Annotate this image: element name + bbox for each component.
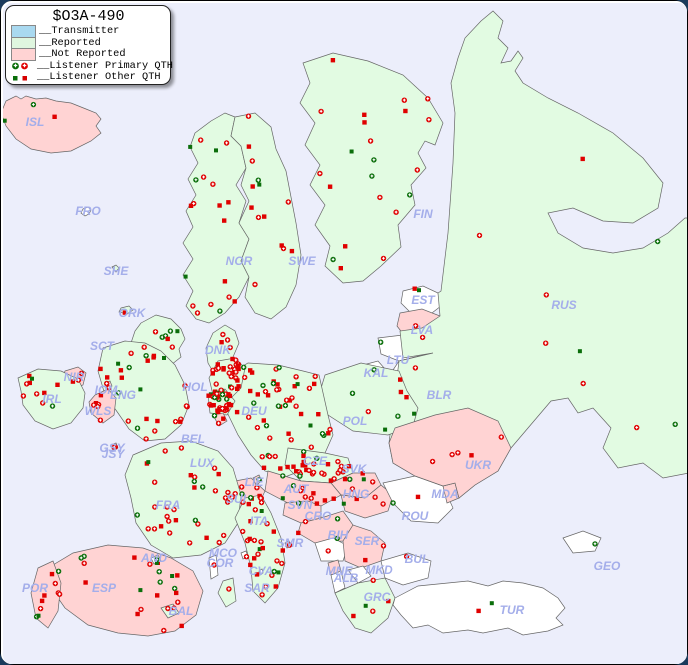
- svg-text:TUR: TUR: [500, 603, 525, 617]
- svg-text:GRC: GRC: [364, 590, 391, 604]
- svg-text:SHE: SHE: [104, 264, 130, 278]
- svg-text:NIR: NIR: [64, 370, 85, 384]
- svg-text:ITA: ITA: [250, 514, 268, 528]
- svg-text:FRO: FRO: [75, 204, 101, 218]
- svg-text:AND: AND: [140, 551, 167, 565]
- svg-text:POL: POL: [343, 414, 368, 428]
- svg-text:SMR: SMR: [277, 536, 304, 550]
- svg-text:DNK: DNK: [205, 343, 232, 357]
- svg-text:LUX: LUX: [190, 456, 215, 470]
- svg-text:DEU: DEU: [241, 404, 267, 418]
- svg-text:SCT: SCT: [90, 339, 116, 353]
- svg-text:BUL: BUL: [405, 552, 430, 566]
- svg-text:RUS: RUS: [551, 298, 576, 312]
- svg-text:ORK: ORK: [119, 306, 147, 320]
- svg-text:NOR: NOR: [226, 254, 253, 268]
- svg-text:SWE: SWE: [288, 254, 316, 268]
- svg-text:ESP: ESP: [92, 581, 117, 595]
- svg-text:ENG: ENG: [110, 388, 136, 402]
- svg-text:LTU: LTU: [387, 353, 410, 367]
- svg-text:FIN: FIN: [413, 207, 433, 221]
- svg-text:BIH: BIH: [328, 528, 349, 542]
- svg-text:FRA: FRA: [156, 498, 181, 512]
- svg-text:GEO: GEO: [594, 559, 621, 573]
- svg-text:HNG: HNG: [343, 487, 370, 501]
- svg-text:MKD: MKD: [365, 563, 393, 577]
- svg-text:WLS: WLS: [85, 404, 112, 418]
- svg-text:SVK: SVK: [342, 462, 368, 476]
- svg-text:CZE: CZE: [303, 454, 328, 468]
- svg-text:LVA: LVA: [411, 323, 433, 337]
- svg-text:IRL: IRL: [42, 392, 61, 406]
- svg-text:COR: COR: [207, 556, 234, 570]
- svg-text:LIE: LIE: [245, 475, 265, 489]
- svg-text:SAR: SAR: [244, 581, 270, 595]
- svg-text:BAL: BAL: [169, 604, 194, 618]
- svg-text:JSY: JSY: [102, 447, 126, 461]
- svg-text:ROU: ROU: [402, 509, 429, 523]
- svg-text:MDA: MDA: [431, 487, 458, 501]
- svg-text:CRO: CRO: [305, 509, 332, 523]
- svg-text:UKR: UKR: [465, 458, 491, 472]
- svg-text:POR: POR: [22, 581, 48, 595]
- svg-text:BLR: BLR: [427, 388, 452, 402]
- svg-text:HOL: HOL: [182, 380, 207, 394]
- svg-text:ALB: ALB: [333, 571, 359, 585]
- svg-text:ISL: ISL: [26, 115, 45, 129]
- svg-text:KAL: KAL: [364, 366, 389, 380]
- svg-text:SER: SER: [355, 534, 380, 548]
- svg-text:SUI: SUI: [226, 492, 247, 506]
- svg-text:EST: EST: [411, 293, 436, 307]
- svg-text:AUT: AUT: [283, 482, 310, 496]
- svg-text:CVA: CVA: [249, 564, 273, 578]
- svg-text:BEL: BEL: [181, 432, 205, 446]
